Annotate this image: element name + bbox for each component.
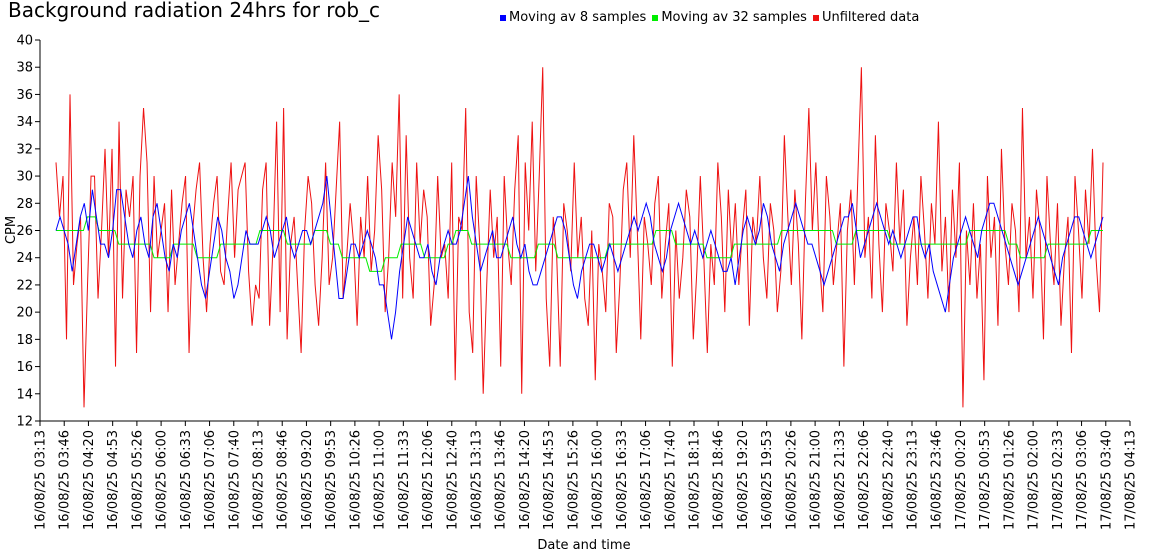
legend-item-moving-av-8: Moving av 8 samples xyxy=(500,10,646,25)
x-tick-label: 16/08/25 19:53 xyxy=(760,430,775,530)
y-tick-label: 28 xyxy=(16,197,33,212)
x-tick-label: 16/08/25 07:40 xyxy=(227,430,242,530)
x-tick-label: 16/08/25 22:06 xyxy=(857,430,872,530)
y-tick-label: 26 xyxy=(16,224,33,239)
x-tick-label: 16/08/25 22:40 xyxy=(881,430,896,530)
legend-swatch-green xyxy=(652,14,659,21)
x-axis-label: Date and time xyxy=(537,538,630,553)
x-tick-label: 16/08/25 14:20 xyxy=(518,430,533,530)
x-tick-label: 16/08/25 12:06 xyxy=(421,430,436,530)
x-tick-label: 17/08/25 02:33 xyxy=(1051,430,1066,530)
x-tick-label: 16/08/25 20:26 xyxy=(784,430,799,530)
y-tick-label: 32 xyxy=(16,142,33,157)
x-tick-label: 16/08/25 16:00 xyxy=(591,430,606,530)
x-tick-label: 16/08/25 08:46 xyxy=(276,430,291,530)
x-tick-label: 17/08/25 01:26 xyxy=(1002,430,1017,530)
legend-label-unfiltered: Unfiltered data xyxy=(821,10,920,25)
series-line-moving-av-8-samples xyxy=(55,175,1104,340)
x-tick-label: 16/08/25 05:26 xyxy=(130,430,145,530)
x-tick-label: 16/08/25 14:53 xyxy=(542,430,557,530)
x-tick-label: 17/08/25 04:13 xyxy=(1124,430,1139,530)
x-tick-label: 16/08/25 04:53 xyxy=(106,430,121,530)
legend-swatch-red xyxy=(812,14,819,21)
x-tick-label: 16/08/25 06:33 xyxy=(179,430,194,530)
x-tick-label: 16/08/25 11:33 xyxy=(397,430,412,530)
legend-item-moving-av-32: Moving av 32 samples xyxy=(652,10,807,25)
y-tick-label: 18 xyxy=(16,333,33,348)
x-tick-label: 17/08/25 03:06 xyxy=(1075,430,1090,530)
series-line-moving-av-32-samples xyxy=(56,216,1103,272)
x-tick-label: 17/08/25 02:00 xyxy=(1027,430,1042,530)
x-tick-label: 16/08/25 03:13 xyxy=(34,430,49,530)
x-tick-label: 16/08/25 17:06 xyxy=(639,430,654,530)
x-tick-label: 16/08/25 07:06 xyxy=(203,430,218,530)
x-tick-label: 16/08/25 03:46 xyxy=(58,430,73,530)
x-tick-label: 16/08/25 17:40 xyxy=(663,430,678,530)
x-tick-label: 16/08/25 08:13 xyxy=(252,430,267,530)
x-tick-label: 17/08/25 00:20 xyxy=(954,430,969,530)
y-tick-label: 20 xyxy=(16,306,33,321)
y-tick-label: 12 xyxy=(16,415,33,430)
legend-label-moving-av-8: Moving av 8 samples xyxy=(509,10,647,25)
y-tick-label: 30 xyxy=(16,170,33,185)
x-tick-label: 16/08/25 16:33 xyxy=(615,430,630,530)
x-tick-label: 16/08/25 23:13 xyxy=(906,430,921,530)
x-tick-label: 16/08/25 09:20 xyxy=(300,430,315,530)
x-tick-label: 17/08/25 00:53 xyxy=(978,430,993,530)
x-tick-label: 16/08/25 18:13 xyxy=(688,430,703,530)
legend-swatch-blue xyxy=(500,14,506,21)
x-tick-label: 16/08/25 09:53 xyxy=(324,430,339,530)
x-tick-label: 16/08/25 19:20 xyxy=(736,430,751,530)
x-tick-label: 16/08/25 18:46 xyxy=(712,430,727,530)
x-tick-label: 16/08/25 15:26 xyxy=(566,430,581,530)
y-tick-label: 36 xyxy=(16,88,33,103)
y-tick-label: 22 xyxy=(16,278,33,293)
x-tick-label: 16/08/25 06:00 xyxy=(155,430,170,530)
x-tick-label: 16/08/25 04:20 xyxy=(82,430,97,530)
series-line-unfiltered-data xyxy=(55,67,1104,408)
x-tick-label: 17/08/25 03:40 xyxy=(1099,430,1114,530)
y-tick-label: 34 xyxy=(16,115,33,130)
x-tick-label: 16/08/25 13:13 xyxy=(470,430,485,530)
x-tick-label: 16/08/25 12:40 xyxy=(445,430,460,530)
y-tick-label: 38 xyxy=(16,61,33,76)
x-tick-label: 16/08/25 10:26 xyxy=(348,430,363,530)
y-axis-label: CPM xyxy=(4,216,19,244)
y-tick-label: 14 xyxy=(16,387,33,402)
y-tick-label: 16 xyxy=(16,360,33,375)
x-tick-label: 16/08/25 11:00 xyxy=(373,430,388,530)
legend-item-unfiltered: Unfiltered data xyxy=(812,10,920,25)
x-tick-label: 16/08/25 21:33 xyxy=(833,430,848,530)
chart-title: Background radiation 24hrs for rob_c xyxy=(8,0,381,22)
legend-label-moving-av-32: Moving av 32 samples xyxy=(661,10,807,25)
x-tick-label: 16/08/25 23:46 xyxy=(930,430,945,530)
y-tick-label: 24 xyxy=(16,251,33,266)
legend: Moving av 8 samples Moving av 32 samples… xyxy=(500,10,925,25)
x-tick-label: 16/08/25 13:46 xyxy=(494,430,509,530)
y-tick-label: 40 xyxy=(16,34,33,49)
x-tick-label: 16/08/25 21:00 xyxy=(809,430,824,530)
